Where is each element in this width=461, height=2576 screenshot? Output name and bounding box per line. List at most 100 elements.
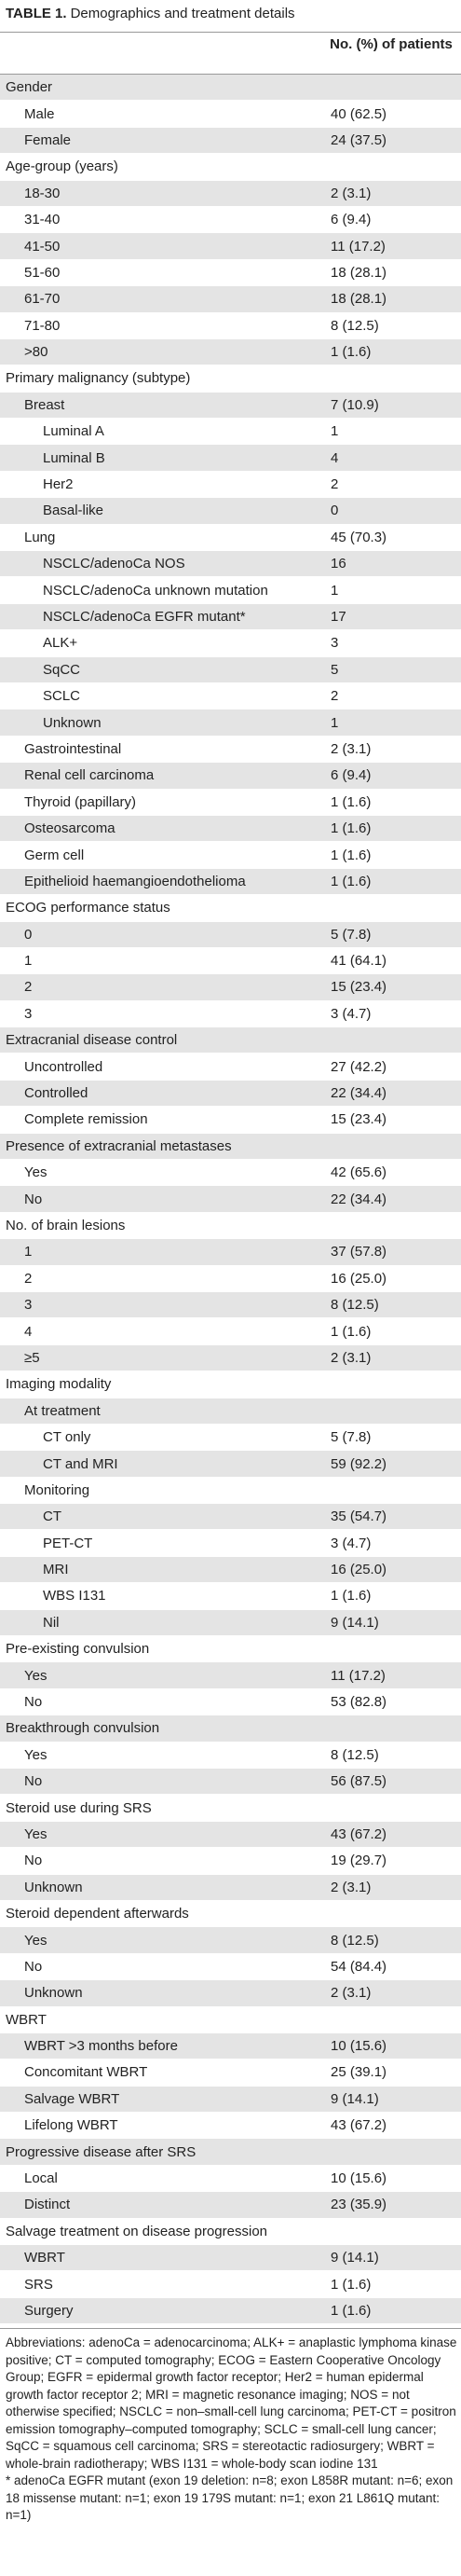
row-value: 10 (15.6) (331, 2170, 387, 2187)
row-label: WBRT >3 months before (24, 2038, 178, 2055)
row-value: 17 (331, 609, 346, 625)
row-label: Renal cell carcinoma (24, 767, 155, 784)
row-label: Salvage WBRT (24, 2090, 120, 2107)
row-value: 3 (4.7) (331, 1535, 372, 1551)
row-label: NSCLC/adenoCa unknown mutation (43, 582, 268, 599)
row-value: 23 (35.9) (331, 2197, 387, 2213)
table-row: CT only 5 (7.8) (0, 1425, 461, 1452)
row-label: 41-50 (24, 238, 61, 255)
table-row: Lung 45 (70.3) (0, 525, 461, 552)
row-label: Male (24, 105, 55, 122)
table-row: 31-40 6 (9.4) (0, 207, 461, 234)
row-value: 1 (1.6) (331, 2303, 372, 2319)
table-row: 4 1 (1.6) (0, 1318, 461, 1345)
row-label: Nil (43, 1614, 60, 1631)
row-value: 8 (12.5) (331, 1746, 379, 1763)
row-value: 43 (67.2) (331, 1825, 387, 1842)
row-label: Uncontrolled (24, 1058, 103, 1075)
row-label: 2 (24, 979, 33, 996)
table-row: PET-CT 3 (4.7) (0, 1530, 461, 1557)
row-label: No (24, 1773, 43, 1790)
row-label: Imaging modality (6, 1376, 112, 1393)
table-body: Gender Male 40 (62.5) Female 24 (37.5) Age-gr… (0, 75, 461, 2325)
table-caption: Demographics and treatment details (70, 6, 295, 21)
table-row: Germ cell 1 (1.6) (0, 842, 461, 869)
row-label: Progressive disease after SRS (6, 2143, 197, 2160)
row-value: 2 (3.1) (331, 185, 372, 201)
row-label: Primary malignancy (subtype) (6, 370, 191, 387)
row-label: 1 (24, 1244, 33, 1260)
row-label: Surgery (24, 2303, 74, 2319)
row-label: Gastrointestinal (24, 740, 122, 757)
row-value: 1 (1.6) (331, 1588, 372, 1605)
row-label: 71-80 (24, 317, 61, 334)
table-row: Distinct 23 (35.9) (0, 2192, 461, 2219)
table-row: CT and MRI 59 (92.2) (0, 1451, 461, 1478)
table-row: NSCLC/adenoCa EGFR mutant* 17 (0, 603, 461, 631)
table-row: Epithelioid haemangioendothelioma 1 (1.6) (0, 868, 461, 896)
row-label: SRS (24, 2276, 53, 2293)
table-row: Yes 8 (12.5) (0, 1743, 461, 1769)
footnotes: Abbreviations: adenoCa = adenocarcinoma;… (0, 2328, 461, 2525)
table-row: MRI 16 (25.0) (0, 1556, 461, 1584)
table-row: Unknown 2 (3.1) (0, 1980, 461, 2007)
row-value: 2 (331, 688, 339, 705)
table-row: Age-group (years) (0, 154, 461, 181)
row-label: 3 (24, 1297, 33, 1314)
table-row: Basal-like 0 (0, 498, 461, 525)
row-label: MRI (43, 1562, 69, 1578)
table-row: 41-50 11 (17.2) (0, 233, 461, 260)
table-row: Steroid use during SRS (0, 1795, 461, 1822)
row-label: No (24, 1191, 43, 1207)
row-value: 8 (12.5) (331, 317, 379, 334)
row-label: No (24, 1694, 43, 1711)
table-row: Luminal A 1 (0, 419, 461, 446)
row-label: Distinct (24, 2197, 71, 2213)
row-value: 11 (17.2) (331, 1667, 386, 1684)
table-row: Unknown 1 (0, 709, 461, 737)
table-row: 18-30 2 (3.1) (0, 180, 461, 207)
row-value: 19 (29.7) (331, 1853, 387, 1869)
row-value: 16 (25.0) (331, 1562, 387, 1578)
column-header: No. (%) of patients (330, 36, 453, 52)
row-value: 41 (64.1) (331, 953, 387, 970)
row-value: 1 (1.6) (331, 847, 372, 863)
table-row: Salvage treatment on disease progression (0, 2219, 461, 2246)
table-row: No. of brain lesions (0, 1213, 461, 1240)
row-label: NSCLC/adenoCa EGFR mutant* (43, 609, 246, 625)
row-value: 11 (17.2) (331, 238, 386, 255)
table-row: Nil 9 (14.1) (0, 1609, 461, 1637)
row-label: 31-40 (24, 212, 61, 228)
table-row: Primary malignancy (subtype) (0, 365, 461, 393)
row-value: 53 (82.8) (331, 1694, 387, 1711)
row-value: 1 (1.6) (331, 793, 372, 810)
row-label: Monitoring (24, 1481, 90, 1498)
table-row: Luminal B 4 (0, 445, 461, 472)
row-label: WBS I131 (43, 1588, 106, 1605)
row-label: 4 (24, 1323, 33, 1340)
table-row: Lifelong WBRT 43 (67.2) (0, 2113, 461, 2140)
table-row: SRS 1 (1.6) (0, 2271, 461, 2298)
table-row: Thyroid (papillary) 1 (1.6) (0, 790, 461, 816)
table-row: Her2 2 (0, 472, 461, 499)
row-label: Osteosarcoma (24, 820, 115, 837)
row-label: Lung (24, 529, 56, 545)
table-row: No 54 (84.4) (0, 1954, 461, 1981)
row-value: 2 (3.1) (331, 1349, 372, 1366)
row-value: 6 (9.4) (331, 212, 372, 228)
row-value: 56 (87.5) (331, 1773, 387, 1790)
row-value: 35 (54.7) (331, 1508, 387, 1525)
table-row: Pre-existing convulsion (0, 1636, 461, 1663)
row-value: 22 (34.4) (331, 1085, 387, 1102)
row-label: Unknown (24, 1985, 83, 2002)
row-value: 5 (331, 661, 339, 678)
row-label: 61-70 (24, 291, 61, 308)
row-label: Salvage treatment on disease progression (6, 2223, 268, 2239)
abbreviations: Abbreviations: adenoCa = adenocarcinoma;… (6, 2335, 457, 2471)
row-value: 8 (12.5) (331, 1297, 379, 1314)
row-label: CT only (43, 1429, 91, 1446)
row-label: Unknown (43, 714, 102, 731)
table-row: Yes 8 (12.5) (0, 1927, 461, 1954)
table-row: Salvage WBRT 9 (14.1) (0, 2086, 461, 2114)
